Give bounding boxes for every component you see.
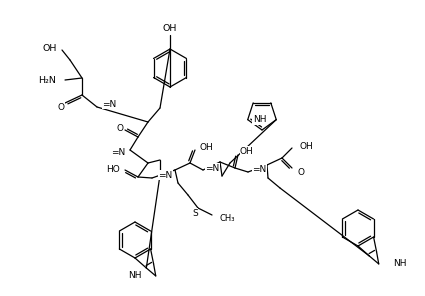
Text: NH: NH <box>253 115 266 124</box>
Text: OH: OH <box>43 44 57 52</box>
Text: O: O <box>298 168 305 176</box>
Text: HO: HO <box>106 165 120 173</box>
Text: =N: =N <box>102 99 116 109</box>
Text: S: S <box>192 208 198 218</box>
Text: OH: OH <box>240 147 254 155</box>
Text: O: O <box>57 102 65 112</box>
Text: =N: =N <box>158 170 172 179</box>
Text: =N: =N <box>252 165 266 173</box>
Text: =N: =N <box>111 147 125 157</box>
Text: OH: OH <box>300 141 314 150</box>
Text: CH₃: CH₃ <box>220 213 235 223</box>
Text: OH: OH <box>200 142 214 152</box>
Text: =N: =N <box>205 163 219 173</box>
Text: NH: NH <box>128 271 142 280</box>
Text: O: O <box>116 123 124 133</box>
Text: NH: NH <box>393 259 406 268</box>
Text: N: N <box>259 115 265 124</box>
Text: OH: OH <box>163 23 177 33</box>
Text: H₂N: H₂N <box>38 75 56 84</box>
